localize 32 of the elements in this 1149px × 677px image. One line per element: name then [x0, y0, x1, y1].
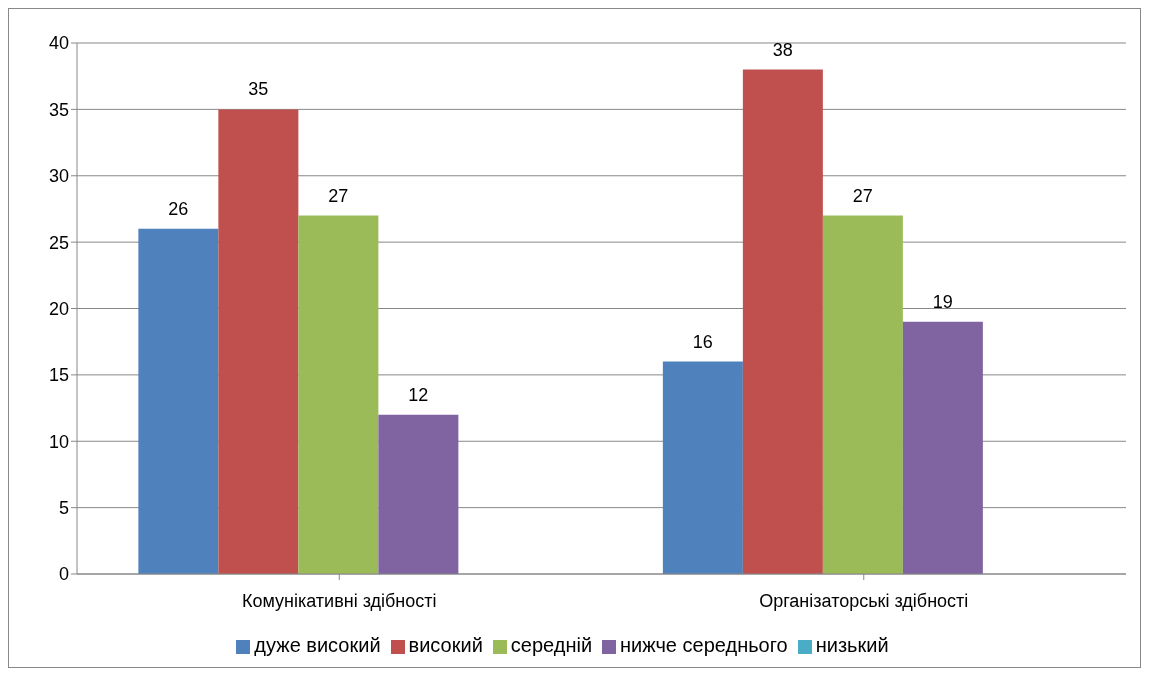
- data-label: 19: [932, 291, 953, 312]
- bar: [742, 69, 823, 574]
- bar: [298, 215, 379, 574]
- data-label: 35: [248, 79, 269, 100]
- y-tick-label: 30: [48, 166, 69, 187]
- y-tick-label: 10: [48, 431, 69, 452]
- legend-label: дуже високий: [254, 634, 381, 656]
- y-tick-label: 35: [48, 99, 69, 120]
- bar: [822, 215, 903, 574]
- legend-label: низький: [815, 634, 889, 656]
- data-label: 26: [168, 198, 189, 219]
- data-label: 27: [328, 185, 349, 206]
- y-tick-label: 15: [48, 365, 69, 386]
- y-tick-label: 20: [48, 298, 69, 319]
- bar: [138, 228, 219, 574]
- data-label: 12: [408, 384, 429, 405]
- bar: [378, 414, 459, 574]
- legend-label: високий: [408, 634, 483, 656]
- data-label: 38: [772, 39, 793, 60]
- data-label: 16: [692, 331, 713, 352]
- bar: [662, 361, 743, 574]
- bar: [218, 109, 299, 574]
- y-tick-label: 25: [48, 232, 69, 253]
- bar: [902, 321, 983, 574]
- data-label: 27: [852, 185, 873, 206]
- x-tick-label: Комунікативні здібності: [241, 590, 437, 611]
- y-tick-label: 40: [48, 33, 69, 54]
- y-tick-label: 0: [58, 564, 69, 585]
- legend-label: середній: [510, 634, 593, 656]
- x-tick-label: Організаторські здібності: [759, 590, 969, 611]
- y-tick-label: 5: [58, 498, 69, 519]
- legend-label: нижче середнього: [620, 634, 788, 656]
